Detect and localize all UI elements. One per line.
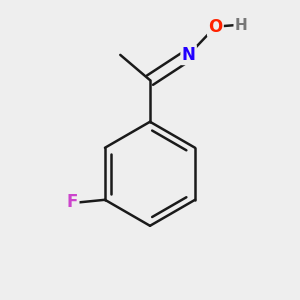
Text: F: F: [67, 194, 78, 211]
Text: O: O: [208, 18, 223, 36]
Text: H: H: [235, 18, 248, 33]
Text: N: N: [182, 46, 196, 64]
